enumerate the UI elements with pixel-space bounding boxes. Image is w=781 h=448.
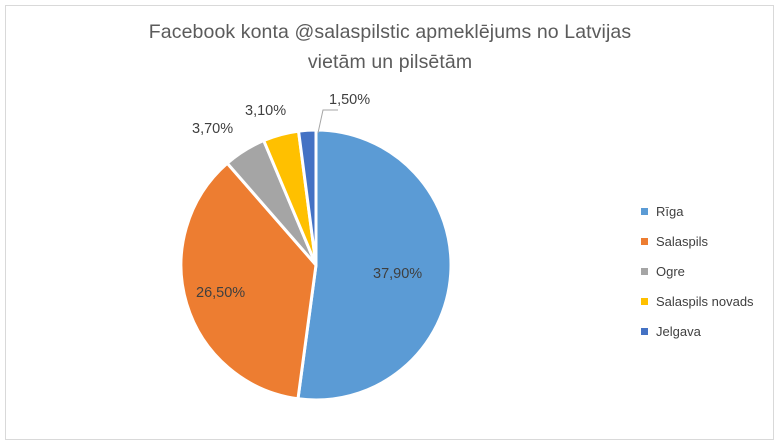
chart-legend: Rīga Salaspils Ogre Salaspils novads Jelgava — [641, 196, 754, 346]
pie-slice-group — [179, 128, 453, 402]
pie-slice-salaspils[interactable] — [179, 161, 318, 401]
legend-label: Ogre — [656, 263, 685, 279]
legend-item-riga[interactable]: Rīga — [641, 196, 754, 226]
data-label-salaspils-novads: 3,10% — [245, 103, 287, 119]
data-label-jelgava: 1,50% — [329, 92, 371, 108]
legend-marker-riga — [641, 207, 648, 215]
legend-item-ogre[interactable]: Ogre — [641, 256, 754, 286]
data-label-salaspils: 26,50% — [196, 285, 246, 301]
chart-title: Facebook konta @salaspilstic apmeklējums… — [148, 21, 632, 73]
legend-item-salaspils-novads[interactable]: Salaspils novads — [641, 286, 754, 316]
legend-label: Salaspils — [656, 233, 709, 249]
data-label-riga: 37,90% — [373, 266, 423, 282]
legend-marker-salaspils — [641, 237, 648, 245]
leader-line-jelgava — [317, 109, 338, 134]
legend-label: Jelgava — [656, 323, 701, 339]
leader-line-group — [317, 109, 338, 134]
data-label-ogre: 3,70% — [192, 121, 234, 137]
legend-marker-jelgava — [641, 327, 648, 335]
legend-label: Rīga — [656, 203, 684, 219]
pie-slice-riga[interactable] — [296, 128, 453, 402]
legend-item-salaspils[interactable]: Salaspils — [641, 226, 754, 256]
legend-label: Salaspils novads — [656, 293, 754, 309]
legend-item-jelgava[interactable]: Jelgava — [641, 316, 754, 346]
chart-border — [5, 5, 774, 440]
legend-marker-salaspils-novads — [641, 297, 648, 305]
pie-slice-jelgava[interactable] — [297, 128, 318, 267]
legend-marker-ogre — [641, 267, 648, 275]
